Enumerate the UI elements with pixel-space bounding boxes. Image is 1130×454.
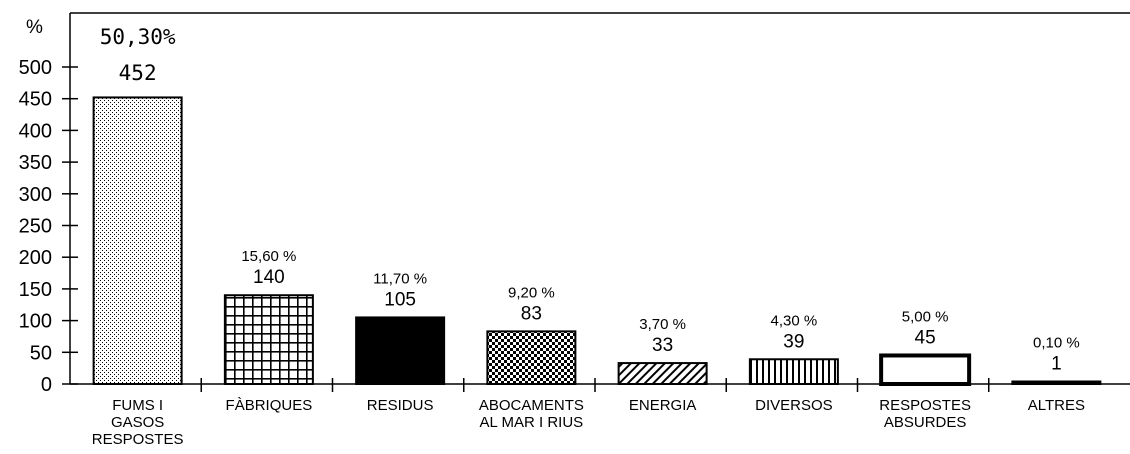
x-category-label: FÀBRIQUES: [226, 397, 313, 414]
bar-value-label: 140: [253, 267, 285, 288]
x-category-label: RESIDUS: [367, 397, 434, 414]
bar-percent-label: 15,60 %: [241, 248, 296, 265]
bar-value-label: 45: [915, 327, 936, 348]
y-tick-label: 150: [19, 279, 52, 301]
bar-8: [1011, 380, 1102, 385]
bar-6: [748, 358, 839, 385]
bar-7: [879, 353, 972, 387]
y-tick-label: 50: [30, 342, 52, 364]
bar-value-label: 105: [384, 289, 416, 310]
x-category-label: FUMS I: [112, 397, 163, 414]
x-category-label: GASOS: [111, 414, 164, 431]
y-tick-label: 200: [19, 247, 52, 269]
bar-percent-label: 11,70 %: [373, 270, 427, 287]
y-tick-label: 100: [19, 311, 52, 333]
bar-value-label: 1: [1051, 354, 1062, 375]
y-tick-label: 450: [19, 89, 52, 111]
x-category-label: ABSURDES: [884, 414, 967, 431]
bar-3: [355, 316, 446, 385]
y-axis-unit-label: %: [26, 17, 43, 38]
y-tick-label: 350: [19, 152, 52, 174]
y-tick-label: 500: [19, 57, 52, 79]
bar-percent-label: 0,10 %: [1033, 335, 1080, 352]
y-axis: 0 50 100 150 200 250 300 350 400 450 500: [19, 57, 78, 396]
bars-group: 50,30% 452 15,60 % 140 11,70 % 105 9,20 % 83 3,7…: [92, 25, 1102, 387]
bar-percent-label: 9,20 %: [508, 284, 555, 301]
x-category-label: ENERGIA: [629, 397, 697, 414]
bar-1: [92, 96, 183, 385]
y-tick-label: 0: [41, 374, 52, 396]
bar-value-label: 33: [652, 335, 673, 356]
bar-percent-label: 4,30 %: [771, 312, 818, 329]
bar-4: [486, 330, 577, 385]
bar-percent-label: 5,00 %: [902, 308, 949, 325]
x-category-label: ALTRES: [1028, 397, 1085, 414]
bar-percent-label: 50,30%: [100, 25, 176, 49]
x-category-label: ABOCAMENTS: [479, 397, 584, 414]
bar-percent-label: 3,70 %: [639, 316, 686, 333]
y-tick-label: 300: [19, 184, 52, 206]
x-category-label: AL MAR I RIUS: [480, 414, 584, 431]
y-tick-label: 250: [19, 216, 52, 238]
bar-value-label: 39: [783, 331, 804, 352]
x-category-label: RESPOSTES: [92, 431, 184, 448]
x-category-label: DIVERSOS: [755, 397, 833, 414]
bar-5: [617, 362, 708, 386]
bar-value-label: 452: [119, 61, 157, 85]
bar-2: [223, 294, 314, 385]
x-category-label: RESPOSTES: [879, 397, 971, 414]
plot-frame: [69, 12, 1130, 384]
bar-value-label: 83: [521, 303, 542, 324]
y-tick-label: 400: [19, 120, 52, 142]
